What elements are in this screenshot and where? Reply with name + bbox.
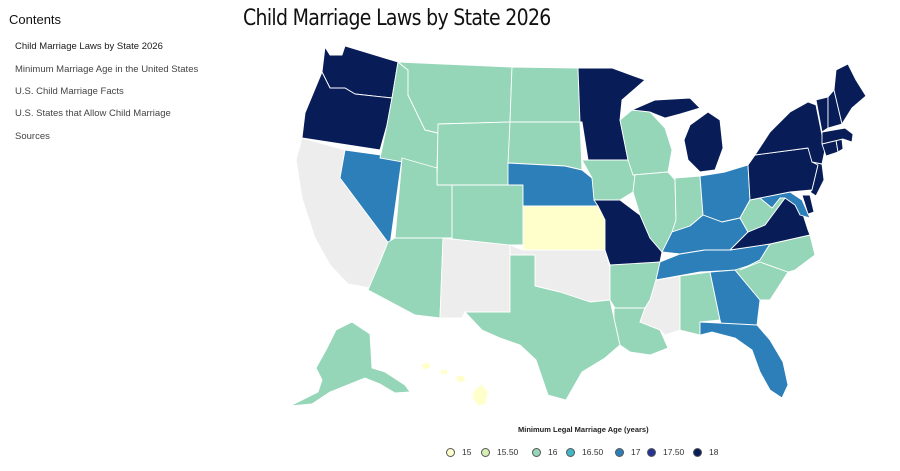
state-MA[interactable]	[821, 127, 854, 145]
legend-dot-17-50	[647, 447, 656, 457]
page-title: Child Marriage Laws by State 2026	[243, 6, 551, 31]
legend-label-17: 17	[631, 447, 641, 457]
legend-dot-16	[532, 447, 541, 457]
legend-dot-15-50	[481, 447, 490, 457]
state-NY[interactable]	[754, 101, 826, 165]
toc-item-minimum-marriage-age[interactable]: Minimum Marriage Age in the United State…	[15, 64, 199, 75]
legend-label-16-50: 16.50	[582, 447, 604, 457]
state-NM[interactable]	[439, 237, 511, 319]
state-MD[interactable]	[759, 191, 811, 219]
legend-dot-18	[693, 447, 702, 457]
state-NJ[interactable]	[809, 161, 825, 197]
state-HI[interactable]	[471, 383, 489, 407]
state-ME[interactable]	[833, 63, 867, 125]
legend-dot-16-50	[566, 447, 575, 457]
state-MI-upper[interactable]	[631, 97, 701, 119]
legend-label-15: 15	[462, 447, 472, 457]
toc-item-child-marriage-facts[interactable]: U.S. Child Marriage Facts	[15, 86, 124, 97]
legend-title: Minimum Legal Marriage Age (years)	[518, 425, 649, 434]
state-DE[interactable]	[801, 194, 815, 215]
state-TX[interactable]	[464, 254, 621, 401]
legend-item-16-50[interactable]: 16.50	[566, 447, 603, 457]
state-AK[interactable]	[289, 321, 411, 407]
state-PA[interactable]	[747, 147, 819, 201]
sidebar: Contents Child Marriage Laws by State 20…	[0, 0, 215, 471]
toc-item-child-marriage-laws[interactable]: Child Marriage Laws by State 2026	[15, 41, 163, 52]
state-KS[interactable]	[522, 205, 606, 251]
legend-item-18[interactable]: 18	[693, 447, 718, 457]
legend-label-18: 18	[709, 447, 719, 457]
toc-item-states-allow-child-marriage[interactable]: U.S. States that Allow Child Marriage	[15, 108, 171, 119]
legend-label-15-50: 15.50	[497, 447, 519, 457]
legend-item-17[interactable]: 17	[615, 447, 640, 457]
state-ND[interactable]	[509, 66, 581, 123]
us-map	[289, 45, 867, 407]
state-SD[interactable]	[507, 121, 583, 171]
legend-dot-15	[446, 447, 455, 457]
legend-label-17-50: 17.50	[663, 447, 685, 457]
state-WY[interactable]	[436, 121, 511, 186]
state-NC[interactable]	[739, 234, 816, 273]
state-CO[interactable]	[451, 184, 524, 246]
state-HI-island-4[interactable]	[454, 374, 467, 384]
legend-item-17-50[interactable]: 17.50	[647, 447, 684, 457]
legend-dot-17	[615, 447, 624, 457]
state-MI[interactable]	[683, 111, 724, 173]
legend-item-15[interactable]: 15	[446, 447, 471, 457]
state-HI-island-3[interactable]	[439, 368, 449, 376]
legend-item-16[interactable]: 16	[532, 447, 557, 457]
legend-item-15-50[interactable]: 15.50	[481, 447, 518, 457]
legend-label-16: 16	[548, 447, 558, 457]
contents-title: Contents	[9, 12, 62, 27]
toc-item-sources[interactable]: Sources	[15, 131, 50, 142]
state-FL[interactable]	[699, 321, 789, 399]
state-HI-island-2[interactable]	[420, 361, 432, 371]
